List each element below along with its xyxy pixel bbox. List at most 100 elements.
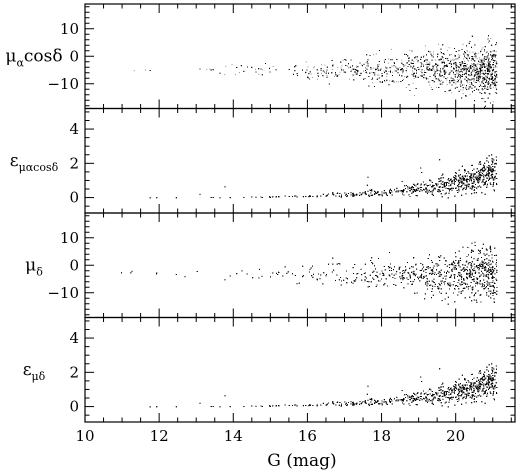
scatter-point [247,66,248,68]
scatter-point [481,76,483,77]
scatter-point [372,77,373,79]
scatter-point [491,56,493,58]
scatter-point [463,63,465,64]
scatter-point [475,77,477,78]
scatter-point [475,53,477,55]
scatter-point [479,77,481,79]
scatter-point [465,87,467,89]
scatter-point [474,70,475,71]
scatter-point [206,68,208,70]
scatter-point [480,73,481,75]
scatter-point [437,66,439,68]
scatter-point [428,81,430,83]
scatter-point [369,55,371,56]
scatter-point [477,78,479,80]
scatter-point [437,56,438,58]
scatter-point [466,68,468,70]
scatter-point [414,57,416,59]
scatter-point [348,63,349,65]
scatter-point [492,64,493,66]
scatter-point [349,66,351,68]
scatter-point [344,59,346,60]
scatter-point [479,72,481,74]
scatter-point [475,72,476,74]
scatter-point [255,71,257,73]
scatter-point [425,77,427,79]
scatter-point [496,76,498,78]
scatter-point [430,53,432,55]
scatter-point [365,62,367,64]
scatter-point [354,72,356,73]
scatter-point [444,62,445,64]
scatter-point [415,75,416,76]
scatter-point [486,65,488,67]
scatter-point [447,77,449,79]
scatter-point [474,44,476,46]
scatter-point [495,85,497,87]
scatter-point [386,67,388,69]
scatter-point [368,76,370,77]
scatter-point [461,80,462,82]
scatter-point [337,75,339,77]
scatter-point [305,72,306,74]
scatter-point [480,51,482,53]
scatter-point [345,59,347,61]
scatter-point [225,65,227,67]
scatter-point [308,73,310,75]
scatter-point [466,80,468,81]
scatter-point [272,66,274,67]
scatter-point [456,65,458,67]
scatter-point [412,69,413,71]
scatter-point [461,61,463,63]
scatter-point [487,61,489,63]
scatter-point [462,87,464,89]
scatter-point [258,68,260,70]
scatter-point [480,66,482,68]
scatter-point [395,66,397,68]
scatter-point [416,56,418,58]
scatter-point [420,62,422,64]
scatter-point [416,58,418,60]
scatter-point [462,74,463,75]
scatter-point [384,66,386,68]
scatter-point [288,69,290,70]
scatter-point [454,71,456,72]
scatter-point [473,60,475,61]
scatter-point [436,70,437,72]
scatter-point [471,83,472,85]
scatter-point [397,81,399,83]
scatter-point [378,63,380,65]
scatter-point [488,61,489,63]
scatter-point [434,73,436,75]
scatter-point [423,55,425,57]
scatter-point [492,101,494,103]
scatter-point [479,81,480,83]
scatter-point [466,45,467,47]
scatter-point [488,53,489,55]
scatter-point [472,58,474,60]
scatter-point [494,72,496,73]
scatter-point [476,76,478,78]
scatter-point [212,69,214,71]
scatter-point [426,65,428,67]
scatter-point [469,67,471,69]
scatter-point [446,84,448,85]
scatter-point [321,64,323,66]
scatter-point [371,68,373,70]
scatter-point [410,65,412,67]
scatter-point [374,74,376,76]
scatter-point [307,77,309,79]
scatter-point [459,62,461,63]
scatter-point [466,57,467,59]
scatter-point [392,75,393,76]
scatter-point [338,74,340,76]
scatter-point [478,71,480,72]
scatter-point [468,42,470,44]
scatter-point [414,95,415,96]
scatter-point [439,73,441,75]
scatter-point [472,51,474,53]
scatter-point [464,78,466,80]
scatter-point [260,68,262,70]
scatter-point [457,58,459,60]
